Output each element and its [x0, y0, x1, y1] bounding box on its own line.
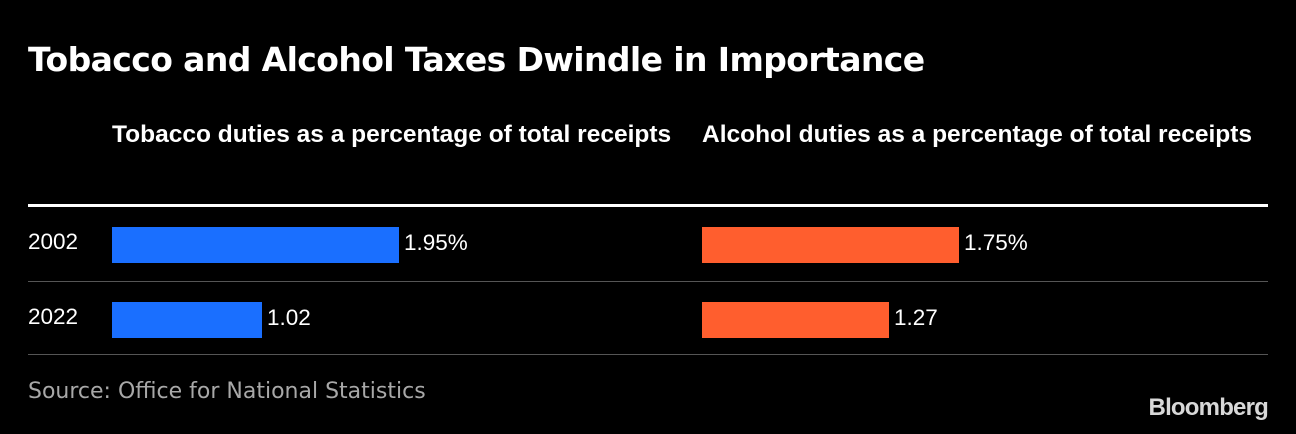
alcohol-value-label-2022: 1.27 — [894, 305, 938, 330]
chart-title: Tobacco and Alcohol Taxes Dwindle in Imp… — [28, 40, 925, 79]
alcohol-bar-2022 — [702, 302, 889, 338]
tobacco-value-label-2022: 1.02 — [267, 305, 311, 330]
tobacco-bar-2002 — [112, 227, 399, 263]
row-separator — [28, 354, 1268, 355]
tobacco-bar-2022 — [112, 302, 262, 338]
tobacco-value-label-2002: 1.95% — [404, 230, 468, 255]
tobacco-panel-header: Tobacco duties as a percentage of total … — [112, 121, 672, 148]
alcohol-value-label-2002: 1.75% — [964, 230, 1028, 255]
bloomberg-logo: Bloomberg — [1148, 394, 1269, 421]
header-rule — [28, 204, 1268, 207]
year-label-2022: 2022 — [28, 304, 79, 329]
alcohol-bar-2002 — [702, 227, 959, 263]
year-label-2002: 2002 — [28, 229, 79, 254]
source-note: Source: Office for National Statistics — [28, 379, 426, 404]
alcohol-panel-header: Alcohol duties as a percentage of total … — [702, 121, 1253, 148]
row-separator — [28, 281, 1268, 282]
